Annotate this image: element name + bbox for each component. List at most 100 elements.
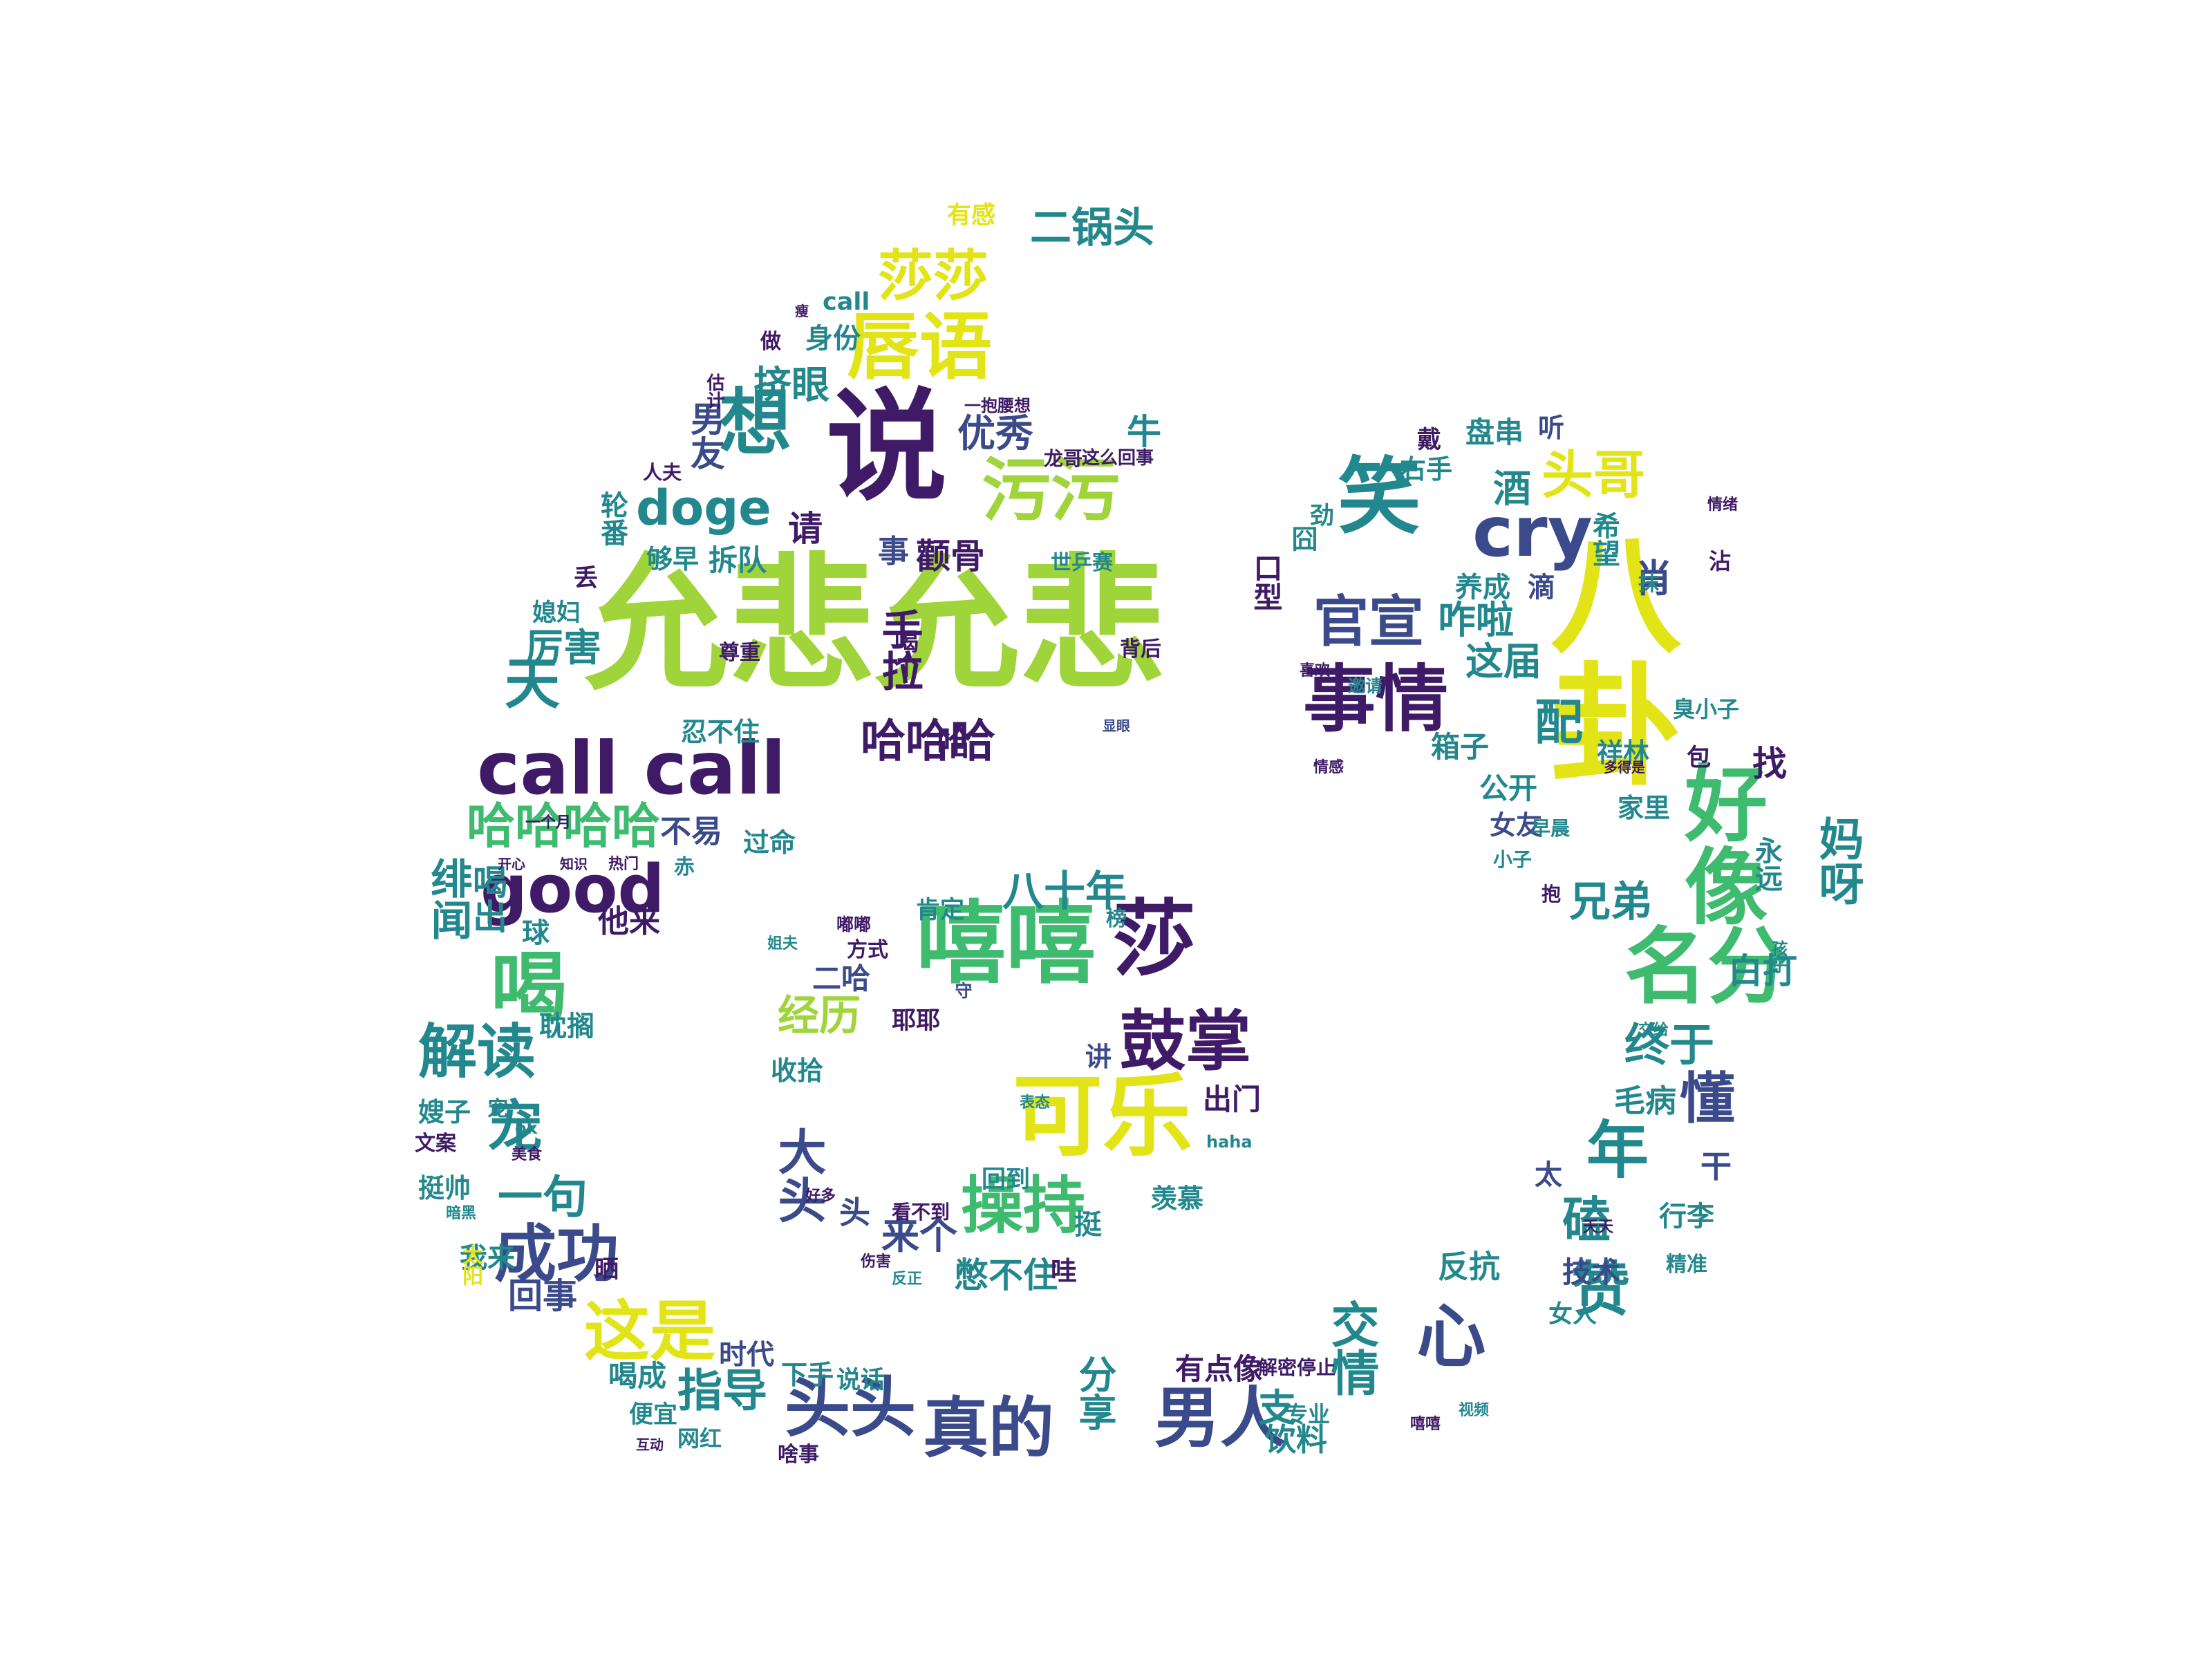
cloud-word: 世乒赛	[1051, 551, 1113, 575]
cloud-word: 够早	[646, 544, 700, 574]
cloud-word: 头头	[785, 1370, 917, 1446]
cloud-word: 赞	[1561, 1258, 1629, 1317]
cloud-word: 伤害	[861, 1253, 892, 1271]
cloud-word: 口型	[1249, 553, 1283, 611]
cloud-word: 抹	[1638, 572, 1659, 596]
cloud-word: 哈	[937, 723, 971, 763]
cloud-word: 回事	[508, 1276, 577, 1316]
cloud-word: 事情	[1303, 657, 1449, 742]
cloud-word: 经历	[778, 992, 861, 1040]
cloud-word: 牛	[1127, 412, 1161, 452]
cloud-word: 憋不住	[954, 1255, 1058, 1295]
cloud-word: 估计	[704, 373, 724, 409]
cloud-word: 说	[826, 377, 947, 518]
cloud-word: 臭小子	[1673, 696, 1740, 722]
cloud-word: 酒	[1493, 467, 1532, 511]
cloud-word: 饮料	[1265, 1421, 1328, 1458]
cloud-word: 不易	[660, 813, 723, 850]
cloud-word: 时代	[719, 1339, 774, 1371]
cloud-word: 名分	[1624, 919, 1790, 1015]
cloud-word: 这么回事	[1082, 448, 1154, 469]
cloud-word: 龙哥	[1044, 447, 1083, 470]
cloud-word: 嘻嘻	[1410, 1416, 1441, 1433]
cloud-word: haha	[1206, 1132, 1253, 1152]
cloud-word: 头	[834, 1196, 870, 1227]
cloud-word: 厉害	[525, 626, 602, 670]
cloud-word: 成功	[494, 1218, 619, 1291]
cloud-word: 身份	[805, 323, 861, 355]
cloud-word: 抱	[1541, 883, 1562, 906]
cloud-word: 过命	[743, 827, 796, 858]
cloud-word: 我来	[460, 1242, 515, 1274]
cloud-word: cry	[1472, 491, 1593, 572]
cloud-word: 人夫	[643, 461, 682, 484]
cloud-word: 真的	[923, 1391, 1055, 1467]
cloud-word: 想	[719, 381, 792, 465]
cloud-word: ok	[515, 1118, 538, 1138]
cloud-word: 专业	[1286, 1401, 1331, 1427]
cloud-word: 分享	[1072, 1355, 1116, 1431]
cloud-word: 有感	[947, 202, 996, 229]
cloud-word: 右手	[1400, 454, 1453, 485]
cloud-word: 白打	[1728, 951, 1797, 991]
cloud-word: 喝成	[608, 1359, 667, 1393]
cloud-word: 耽搁	[539, 1011, 594, 1042]
cloud-word: 技术	[1562, 1255, 1621, 1289]
cloud-word: 官宣	[1313, 590, 1424, 654]
cloud-word: 绯闻	[424, 857, 472, 940]
cloud-word: 精准	[1666, 1253, 1707, 1277]
cloud-word: 永远	[1750, 836, 1782, 892]
cloud-word: 小子	[1493, 848, 1533, 871]
cloud-word: 多得是	[1604, 759, 1645, 776]
cloud-word: 显眼	[1103, 718, 1130, 734]
cloud-word: 女友	[1490, 810, 1543, 841]
cloud-word: 情绪	[1707, 496, 1738, 514]
cloud-word: 赤	[674, 855, 695, 879]
cloud-word: 劲	[1310, 503, 1335, 530]
cloud-word: 箱子	[1431, 730, 1490, 764]
cloud-word: 反正	[892, 1271, 923, 1288]
cloud-word: 交情	[1323, 1300, 1380, 1396]
cloud-word: 啥事	[778, 1443, 819, 1467]
cloud-word: 宠	[487, 1094, 543, 1159]
cloud-word: 嘟嘟	[836, 915, 872, 935]
cloud-word: 球	[522, 917, 550, 949]
cloud-word: 丢	[574, 565, 599, 592]
cloud-word: 喝	[478, 947, 566, 1023]
cloud-word: 鼓掌	[1120, 1004, 1252, 1080]
cloud-word: 毛病	[1614, 1082, 1677, 1119]
cloud-word: 请	[788, 509, 823, 549]
cloud-word: 污污	[982, 450, 1120, 531]
cloud-word: 姐夫	[767, 935, 798, 953]
cloud-word: 莎	[1113, 892, 1196, 988]
cloud-word: 肯定	[916, 897, 965, 924]
cloud-word: 二哈	[812, 962, 871, 995]
cloud-word: 这是	[584, 1294, 716, 1370]
cloud-word: 做	[760, 330, 781, 354]
cloud-word: 便宜	[629, 1401, 678, 1429]
cloud-word: 找	[1752, 744, 1787, 784]
cloud-word: 网红	[677, 1425, 722, 1452]
cloud-word: 这届	[1465, 639, 1542, 684]
cloud-word: 允悲允悲	[584, 541, 1165, 710]
cloud-word: 喝个	[890, 629, 918, 677]
cloud-word: 交给	[1638, 1022, 1669, 1039]
cloud-word: 戴	[1417, 427, 1442, 454]
cloud-word: 表态	[1020, 1094, 1051, 1112]
cloud-word: 天	[505, 652, 560, 716]
cloud-word: 盘串	[1465, 415, 1524, 449]
cloud-word: 八卦	[1528, 525, 1680, 788]
cloud-word: 解密停止	[1258, 1356, 1336, 1379]
cloud-word: call call	[477, 727, 786, 811]
cloud-word: 手拉	[874, 608, 923, 691]
cloud-word: 事	[878, 533, 910, 570]
cloud-word: 嘻嘻	[916, 891, 1096, 996]
cloud-word: 肖	[1635, 556, 1674, 601]
cloud-word: 懂	[1680, 1067, 1735, 1131]
cloud-word: 二锅头	[1030, 204, 1154, 252]
cloud-word: 文案	[415, 1132, 456, 1156]
cloud-word: 滴	[1528, 572, 1555, 603]
cloud-word: 解读	[418, 1018, 536, 1087]
cloud-word: 妈呀	[1811, 816, 1863, 906]
